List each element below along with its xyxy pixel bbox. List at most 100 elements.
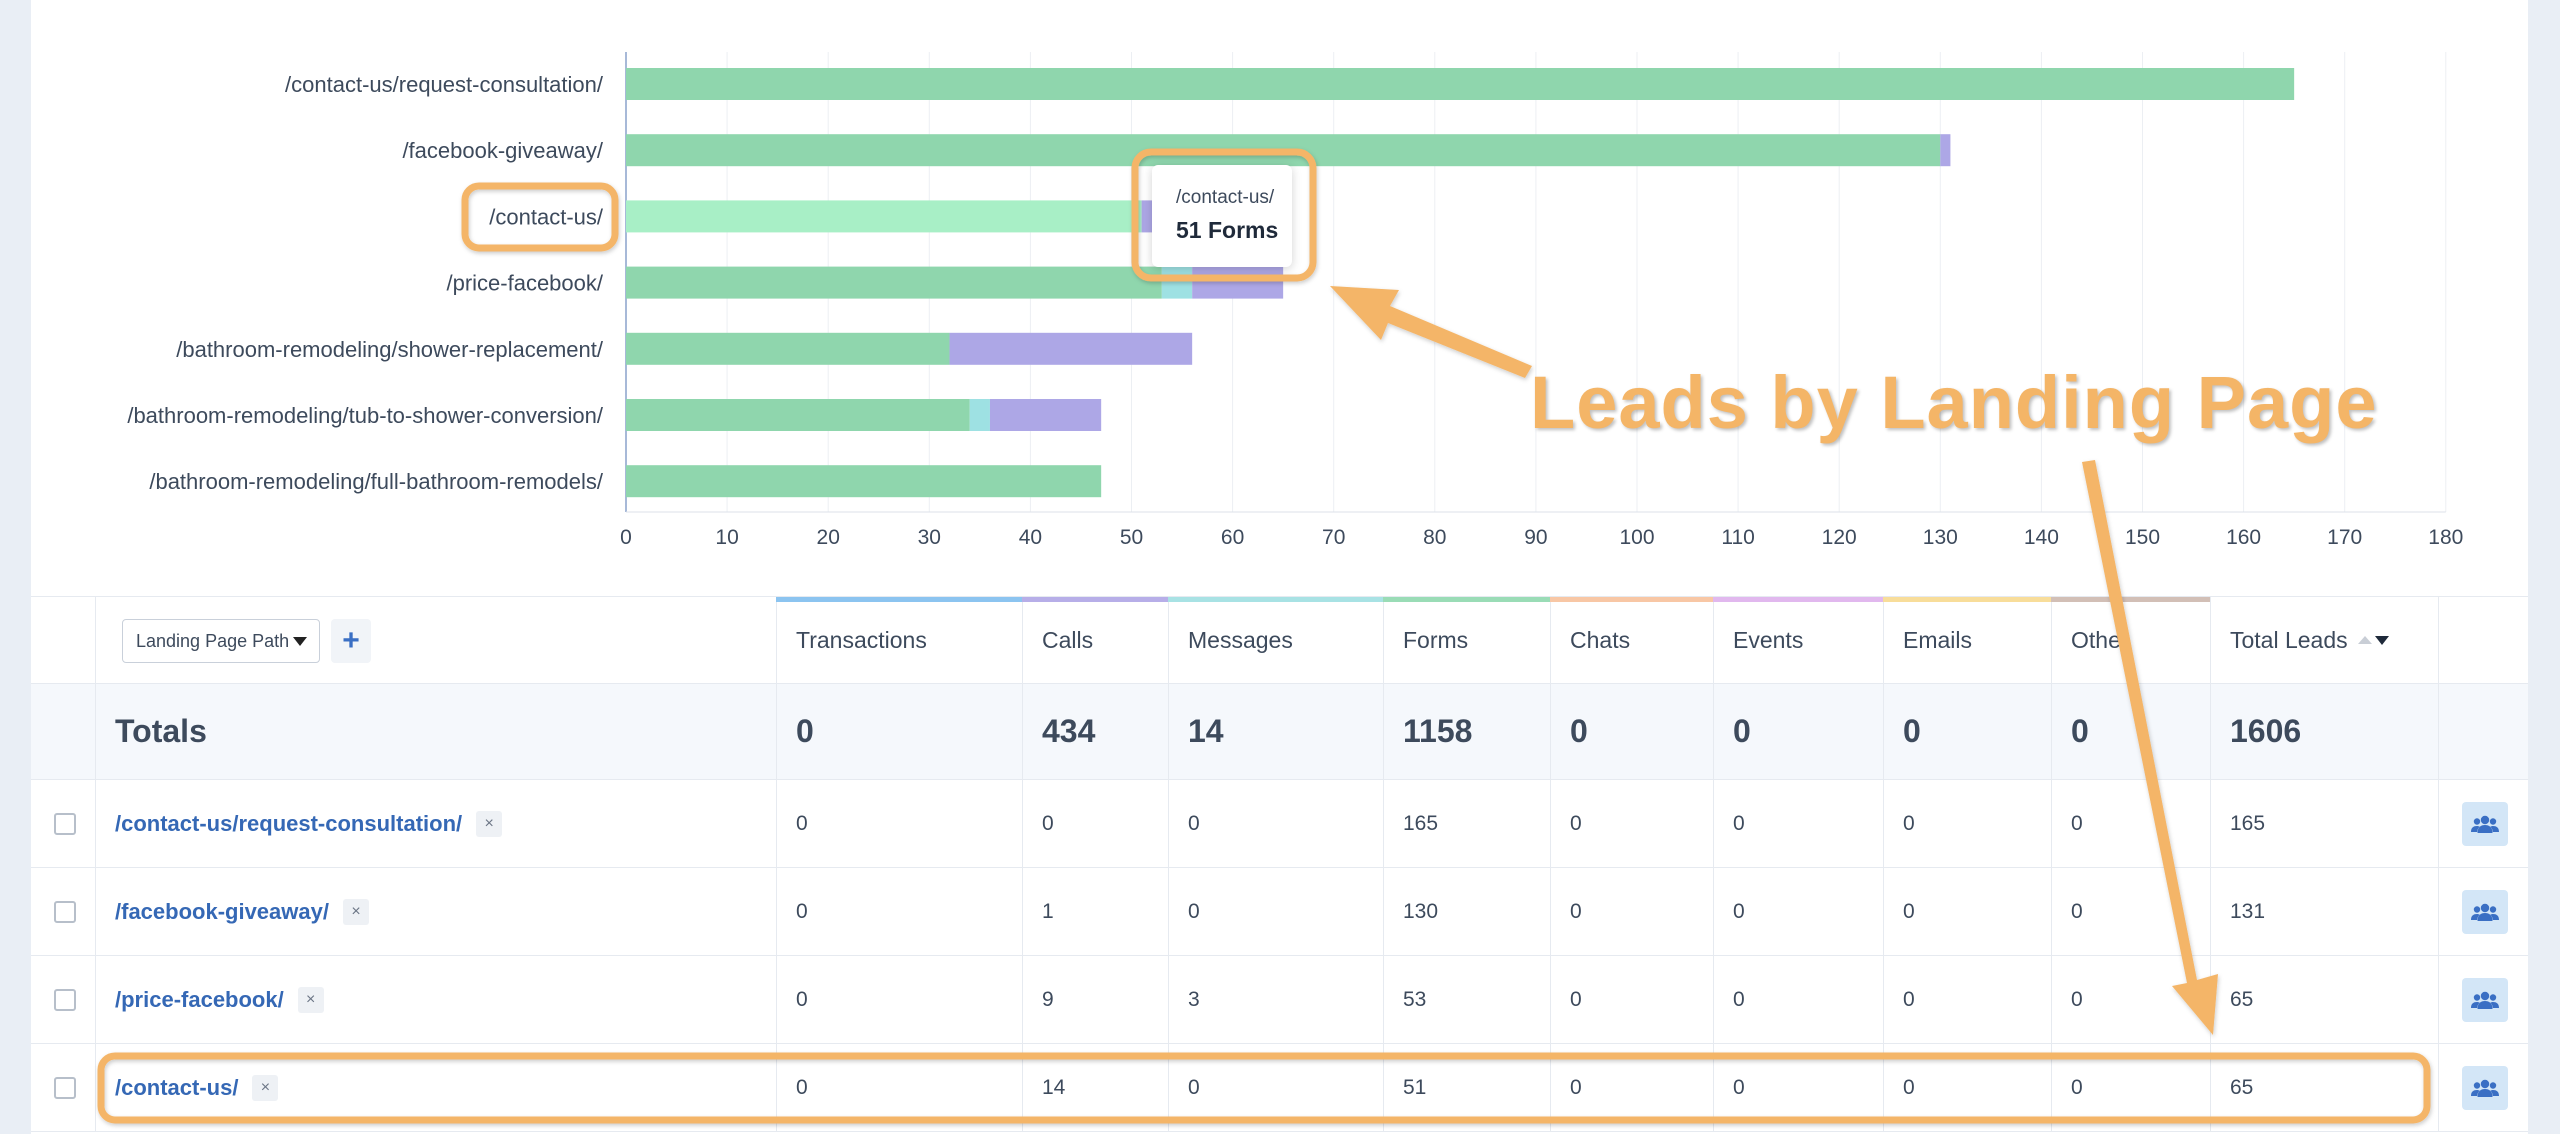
column-header-chats[interactable]: Chats (1570, 597, 1630, 683)
cell-value: 9 (1042, 987, 1054, 1011)
table-cell: 0 (1042, 780, 1054, 867)
bar-forms (626, 399, 970, 431)
x-tick-label: 140 (2024, 526, 2059, 549)
column-color-bar (1550, 597, 1713, 602)
table-cell: 0 (1903, 780, 1915, 867)
category-label: /bathroom-remodeling/shower-replacement/ (176, 337, 604, 362)
totals-value: 0 (796, 713, 814, 749)
column-color-bar (1713, 597, 1883, 602)
cell-value: 0 (1188, 1075, 1200, 1099)
row-checkbox[interactable] (54, 901, 76, 923)
dimension-select-value: Landing Page Path (136, 630, 290, 651)
column-color-bar (1168, 597, 1383, 602)
add-dimension-button[interactable]: + (331, 619, 371, 663)
table-cell: 0 (1570, 1044, 1582, 1131)
sort-icon[interactable] (2357, 635, 2389, 645)
column-header-label: Calls (1042, 626, 1094, 653)
cell-value: 0 (1733, 899, 1745, 923)
x-tick-label: 50 (1120, 526, 1143, 549)
remove-filter-button[interactable]: × (342, 898, 369, 925)
row-checkbox[interactable] (54, 1077, 76, 1099)
remove-filter-button[interactable]: × (476, 810, 503, 837)
table-cell: 14 (1042, 1044, 1065, 1131)
table-cell: 0 (796, 780, 808, 867)
column-header-label: Other (2071, 626, 2129, 653)
table-cell: 51 (1403, 1044, 1426, 1131)
column-header-emails[interactable]: Emails (1903, 597, 1972, 683)
category-label: /price-facebook/ (446, 271, 603, 296)
table-cell: 0 (2071, 780, 2083, 867)
x-tick-label: 160 (2226, 526, 2261, 549)
remove-filter-button[interactable]: × (297, 986, 324, 1013)
cell-value: 131 (2230, 899, 2266, 923)
x-tick-label: 20 (817, 526, 840, 549)
table-cell: 0 (1570, 956, 1582, 1043)
cell-value: 0 (796, 1075, 808, 1099)
table-cell: 3 (1188, 956, 1200, 1043)
table-cell: 0 (2071, 1044, 2083, 1131)
table-row: /facebook-giveaway/ × 0 1 0 130 0 0 0 0 131 (31, 868, 2528, 956)
cell-value: 0 (1903, 811, 1915, 835)
column-header-other[interactable]: Other (2071, 597, 2129, 683)
column-header-forms[interactable]: Forms (1403, 597, 1468, 683)
totals-value: 0 (2071, 713, 2089, 749)
table-cell: 0 (796, 1044, 808, 1131)
row-checkbox[interactable] (54, 813, 76, 835)
cell-value: 0 (2071, 899, 2083, 923)
landing-page-link[interactable]: /facebook-giveaway/ (115, 898, 329, 924)
table-cell: 0 (1903, 1044, 1915, 1131)
bar-calls (949, 332, 1193, 365)
totals-cell: 0 (796, 684, 814, 779)
table-cell: 0 (1903, 956, 1915, 1043)
cell-value: 0 (2071, 987, 2083, 1011)
cell-value: 51 (1403, 1075, 1427, 1099)
row-path-cell: /price-facebook/ × (115, 956, 324, 1043)
view-leads-button[interactable] (2462, 978, 2508, 1022)
x-tick-label: 30 (918, 526, 941, 549)
cell-value: 1 (1042, 899, 1054, 923)
cell-value: 165 (2230, 811, 2266, 835)
people-icon (2471, 1079, 2499, 1097)
column-header-calls[interactable]: Calls (1042, 597, 1093, 683)
tooltip-path: /contact-us/ (1176, 187, 1275, 208)
landing-page-link[interactable]: /contact-us/ (115, 1074, 239, 1100)
cell-value: 65 (2230, 987, 2254, 1011)
cell-value: 0 (796, 811, 808, 835)
x-tick-label: 120 (1822, 526, 1857, 549)
cell-value: 0 (1733, 1075, 1745, 1099)
people-icon (2471, 815, 2499, 833)
column-header-messages[interactable]: Messages (1188, 597, 1293, 683)
table-cell: 53 (1403, 956, 1426, 1043)
totals-value: 0 (1570, 713, 1588, 749)
bar-forms (626, 134, 1941, 167)
bar-messages (1161, 266, 1193, 299)
table-cell: 0 (1733, 780, 1745, 867)
table-row: /price-facebook/ × 0 9 3 53 0 0 0 0 65 (31, 956, 2528, 1044)
column-header-events[interactable]: Events (1733, 597, 1803, 683)
column-color-bar (1022, 597, 1168, 602)
category-label: /bathroom-remodeling/full-bathroom-remod… (149, 469, 604, 494)
view-leads-button[interactable] (2462, 890, 2508, 934)
cell-value: 0 (1188, 899, 1200, 923)
dimension-select[interactable]: Landing Page Path (122, 619, 320, 663)
table-cell: 165 (1403, 780, 1438, 867)
cell-value: 0 (1903, 987, 1915, 1011)
column-header-label: Chats (1570, 626, 1631, 653)
people-icon (2471, 903, 2499, 921)
cell-value: 165 (1403, 811, 1439, 835)
landing-page-link[interactable]: /price-facebook/ (115, 986, 284, 1012)
view-leads-button[interactable] (2462, 802, 2508, 846)
x-tick-label: 100 (1619, 526, 1654, 549)
row-checkbox[interactable] (54, 989, 76, 1011)
totals-cell: 1158 (1403, 684, 1472, 779)
landing-page-link[interactable]: /contact-us/request-consultation/ (115, 810, 463, 836)
totals-label: Totals (115, 713, 207, 749)
column-header-label: Forms (1403, 626, 1469, 653)
remove-filter-button[interactable]: × (252, 1074, 279, 1101)
view-leads-button[interactable] (2462, 1066, 2508, 1110)
x-tick-label: 130 (1923, 526, 1958, 549)
column-header-total-leads[interactable]: Total Leads (2230, 597, 2389, 683)
x-tick-label: 150 (2125, 526, 2160, 549)
cell-value: 0 (1903, 1075, 1915, 1099)
column-header-transactions[interactable]: Transactions (796, 597, 927, 683)
